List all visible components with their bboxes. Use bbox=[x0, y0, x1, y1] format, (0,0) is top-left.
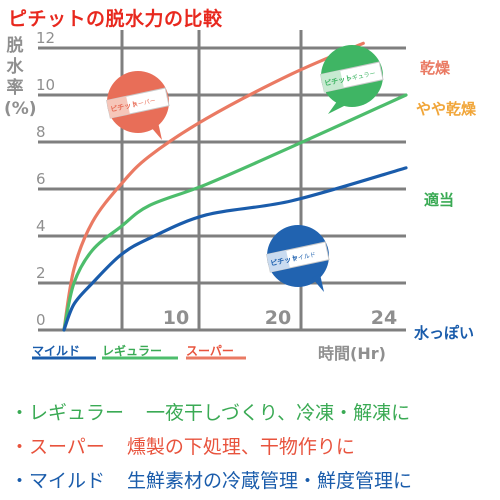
legend-mild: マイルド bbox=[32, 342, 80, 359]
description-mild: ・マイルド 生鮮素材の冷蔵管理・鮮度管理に bbox=[10, 466, 412, 493]
product-box-super-icon: ピチット スーパー bbox=[105, 87, 170, 119]
x-axis-label: 時間(Hr) bbox=[318, 344, 386, 363]
y-tick-label: 4 bbox=[36, 217, 46, 235]
zone-moderate-label: 適当 bbox=[424, 191, 455, 209]
series-line-mild bbox=[62, 166, 408, 332]
y-tick-labels: 0 2 4 6 8 10 12 bbox=[36, 29, 55, 329]
bubble-super: ピチット スーパー bbox=[105, 71, 170, 140]
y-tick-label: 6 bbox=[36, 170, 46, 188]
bubble-regular: ピチット レギュラー bbox=[319, 45, 384, 114]
description-regular-text: 一夜干しづくり、冷凍・解凍に bbox=[146, 402, 411, 424]
product-box-regular-icon: ピチット レギュラー bbox=[319, 61, 384, 93]
svg-text:マイルド: マイルド bbox=[292, 251, 317, 263]
description-super-name: ・スーパー bbox=[10, 436, 105, 458]
description-super: ・スーパー 燻製の下処理、干物作りに bbox=[10, 432, 355, 459]
legend-regular-label: レギュラー bbox=[102, 344, 163, 358]
zone-dry-label: 乾燥 bbox=[420, 59, 451, 77]
y-tick-label: 8 bbox=[36, 123, 46, 141]
series-line-regular bbox=[62, 93, 408, 332]
product-box-mild-icon: ピチット マイルド bbox=[265, 241, 330, 273]
y-tick-label: 0 bbox=[36, 311, 46, 329]
y-tick-label: 10 bbox=[36, 76, 55, 94]
y-axis-label: 脱水率(%) bbox=[4, 36, 37, 119]
y-tick-label: 2 bbox=[36, 264, 46, 282]
description-regular: ・レギュラー 一夜干しづくり、冷凍・解凍に bbox=[10, 398, 410, 425]
x-tick-label: 10 bbox=[163, 307, 189, 329]
legend-regular: レギュラー bbox=[102, 342, 162, 359]
description-mild-text: 生鮮素材の冷蔵管理・鮮度管理に bbox=[127, 470, 413, 492]
zone-semidry-label: やや乾燥 bbox=[416, 100, 477, 118]
series-line-super bbox=[62, 41, 365, 332]
x-tick-label: 24 bbox=[371, 307, 397, 329]
description-mild-name: ・マイルド bbox=[10, 470, 106, 492]
description-regular-name: ・レギュラー bbox=[10, 402, 125, 424]
description-super-text: 燻製の下処理、干物作りに bbox=[126, 436, 355, 458]
series-lines bbox=[62, 41, 408, 332]
legend-swatches bbox=[32, 356, 246, 360]
bubble-mild: ピチット マイルド bbox=[265, 225, 330, 292]
legend-super: スーパー bbox=[186, 342, 234, 359]
y-tick-label: 12 bbox=[36, 29, 55, 47]
legend-super-label: スーパー bbox=[186, 344, 234, 358]
svg-text:スーパー: スーパー bbox=[132, 97, 157, 109]
zone-moist-label: 水っぽい bbox=[414, 324, 475, 342]
chart-title: ピチットの脱水力の比較 bbox=[8, 8, 223, 30]
x-tick-labels: 10 20 24 bbox=[163, 307, 397, 329]
x-tick-label: 20 bbox=[265, 307, 291, 329]
legend-mild-label: マイルド bbox=[32, 344, 81, 358]
